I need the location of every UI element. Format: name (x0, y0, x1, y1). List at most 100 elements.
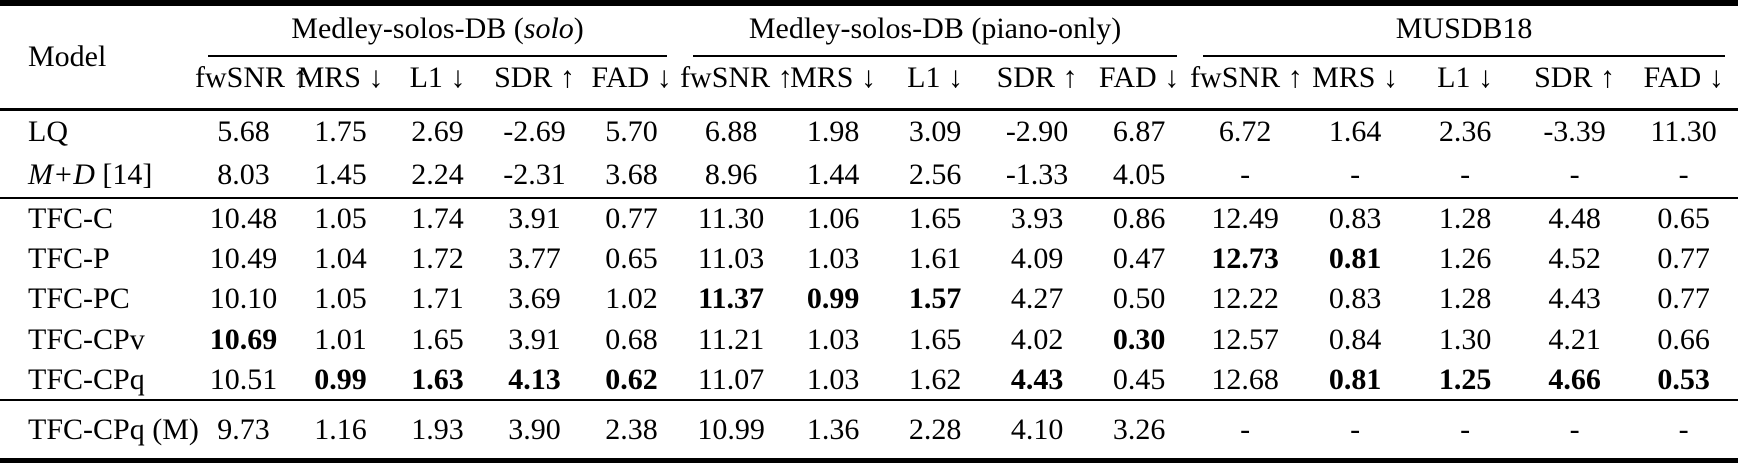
table-row: M+D [14] 8.03 1.45 2.24 -2.31 3.68 8.96 1.44 2.5… (0, 154, 1738, 199)
value-cell: 5.70 (605, 115, 658, 149)
value-cell: 1.28 (1438, 282, 1492, 316)
value-cell: 3.91 (508, 201, 561, 235)
value-cell: 0.50 (1112, 282, 1166, 316)
value-cell: 1.05 (314, 201, 367, 235)
value-cell: 0.45 (1112, 362, 1166, 396)
value-cell: 4.05 (1112, 158, 1166, 192)
value-cell: 0.62 (605, 362, 658, 396)
value-cell: 1.62 (908, 362, 962, 396)
table-row: TFC-CPq (M) 9.73 1.16 1.93 3.90 2.38 10.99 1.36… (0, 400, 1738, 460)
column-header-l1-3: L1 ↓ (1410, 57, 1521, 111)
value-cell: 1.64 (1328, 115, 1382, 149)
value-cell: 12.73 (1211, 241, 1279, 275)
value-cell: 0.77 (605, 201, 658, 235)
value-cell: -2.90 (1005, 115, 1069, 149)
column-header-mrs-2: MRS ↓ (782, 57, 885, 111)
group-label-musdb18: MUSDB18 (1203, 12, 1726, 57)
value-cell: 4.43 (1548, 282, 1601, 316)
value-cell: 5.68 (217, 115, 270, 149)
value-cell: 10.99 (697, 412, 765, 446)
table-header: Model Medley-solos-DB (solo) Medley-solo… (0, 3, 1738, 111)
value-cell: 6.87 (1112, 115, 1166, 149)
table-section-0: LQ 5.68 1.75 2.69 -2.69 5.70 6.88 1.98 3.09 -2.90… (0, 109, 1738, 199)
value-cell: 1.36 (806, 412, 860, 446)
group-label-medley-solo: Medley-solos-DB (solo) (208, 12, 668, 57)
value-cell: 10.48 (209, 201, 278, 235)
value-cell: 4.21 (1548, 322, 1601, 356)
value-cell: - (1678, 158, 1689, 192)
value-cell: 4.02 (1010, 322, 1064, 356)
model-cell: TFC-CPq (M) (28, 412, 199, 446)
value-cell: - (1460, 158, 1471, 192)
column-header-fwsnr-1: fwSNR ↑ (195, 57, 308, 111)
value-cell: 1.16 (314, 412, 367, 446)
value-cell: 1.26 (1438, 241, 1492, 275)
value-cell: 6.88 (704, 115, 758, 149)
value-cell: 1.61 (908, 241, 962, 275)
value-cell: 1.72 (411, 241, 464, 275)
value-cell: 11.03 (697, 241, 765, 275)
value-cell: 0.99 (314, 362, 367, 396)
column-header-sdr-2: SDR ↑ (986, 57, 1089, 111)
value-cell: 10.49 (209, 241, 278, 275)
column-header-fad-2: FAD ↓ (1088, 57, 1191, 111)
value-cell: - (1569, 158, 1580, 192)
value-cell: 1.06 (806, 201, 860, 235)
value-cell: 8.96 (704, 158, 758, 192)
value-cell: 3.68 (605, 158, 658, 192)
column-header-mrs-3: MRS ↓ (1300, 57, 1411, 111)
column-header-mrs-1: MRS ↓ (292, 57, 389, 111)
value-cell: 2.24 (411, 158, 464, 192)
column-header-sdr-1: SDR ↑ (486, 57, 583, 111)
value-cell: 1.65 (908, 322, 962, 356)
value-cell: - (1240, 412, 1251, 446)
value-cell: 1.04 (314, 241, 367, 275)
table-section-1: TFC-C 10.48 1.05 1.74 3.91 0.77 11.30 1.06 1.65 3… (0, 198, 1738, 401)
value-cell: 3.93 (1010, 201, 1064, 235)
table-row: TFC-P 10.49 1.04 1.72 3.77 0.65 11.03 1.03 1.61 4… (0, 239, 1738, 279)
value-cell: 3.26 (1112, 412, 1166, 446)
value-cell: 0.65 (1657, 201, 1710, 235)
value-cell: 12.68 (1211, 362, 1279, 396)
value-cell: 1.44 (806, 158, 860, 192)
value-cell: 0.83 (1328, 201, 1382, 235)
group-label-medley-piano-only: Medley-solos-DB (piano-only) (693, 12, 1178, 57)
value-cell: 8.03 (217, 158, 270, 192)
value-cell: -1.33 (1005, 158, 1069, 192)
value-cell: 1.03 (806, 362, 860, 396)
value-cell: 0.53 (1657, 362, 1710, 396)
value-cell: 3.90 (508, 412, 561, 446)
value-cell: 12.49 (1211, 201, 1279, 235)
value-cell: 4.66 (1548, 362, 1601, 396)
value-cell: 11.07 (697, 362, 765, 396)
value-cell: 1.63 (411, 362, 464, 396)
value-cell: 4.09 (1010, 241, 1064, 275)
table-row: TFC-CPv 10.69 1.01 1.65 3.91 0.68 11.21 1.03 1.6… (0, 319, 1738, 359)
value-cell: 2.38 (605, 412, 658, 446)
metric-header-row: fwSNR ↑ MRS ↓ L1 ↓ SDR ↑ FAD ↓ fwSNR ↑ M… (0, 57, 1738, 111)
value-cell: 0.47 (1112, 241, 1166, 275)
value-cell: 4.48 (1548, 201, 1601, 235)
group-header-musdb18: MUSDB18 (1190, 3, 1738, 57)
value-cell: 3.09 (908, 115, 962, 149)
value-cell: 1.75 (314, 115, 367, 149)
table-row: TFC-PC 10.10 1.05 1.71 3.69 1.02 11.37 0.99 1.57… (0, 279, 1738, 319)
value-cell: 10.10 (209, 282, 278, 316)
value-cell: 11.37 (698, 282, 764, 316)
value-cell: - (1350, 158, 1361, 192)
model-cell: TFC-CPv (28, 322, 145, 356)
value-cell: 1.02 (605, 282, 658, 316)
value-cell: 4.43 (1010, 362, 1064, 396)
value-cell: 0.81 (1328, 362, 1382, 396)
value-cell: 1.93 (411, 412, 464, 446)
group-header-row: Model Medley-solos-DB (solo) Medley-solo… (0, 3, 1738, 111)
value-cell: -2.69 (503, 115, 566, 149)
value-cell: 2.28 (908, 412, 962, 446)
column-header-fad-3: FAD ↓ (1629, 57, 1738, 111)
value-cell: - (1350, 412, 1361, 446)
model-cell: TFC-C (28, 201, 114, 235)
value-cell: 12.57 (1211, 322, 1279, 356)
value-cell: - (1678, 412, 1689, 446)
table-row: TFC-C 10.48 1.05 1.74 3.91 0.77 11.30 1.06 1.65 3… (0, 198, 1738, 238)
